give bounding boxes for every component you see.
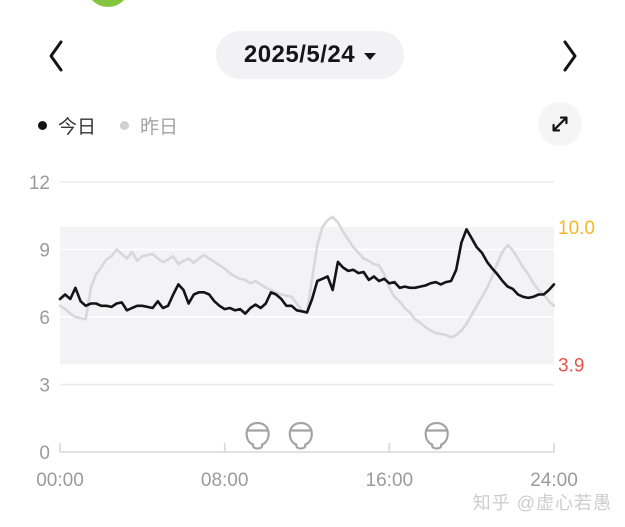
legend-label-yesterday: 昨日 <box>140 117 179 138</box>
watermark: 知乎 @虚心若愚 <box>472 493 612 513</box>
x-axis-label: 00:00 <box>36 470 84 491</box>
y-axis-label-0: 0 <box>39 443 50 464</box>
x-axis-label: 16:00 <box>366 470 414 491</box>
legend-dot-today <box>38 121 47 130</box>
expand-chart-button[interactable] <box>538 102 582 146</box>
meal-marker-icon[interactable] <box>245 421 270 450</box>
target-range-band <box>60 227 554 365</box>
legend-item-today[interactable]: 今日 <box>38 112 96 139</box>
y-axis-label-3: 3 <box>39 376 50 397</box>
next-day-button[interactable] <box>550 34 590 78</box>
chevron-right-icon <box>563 40 577 72</box>
y-axis-label-9: 9 <box>39 241 50 262</box>
upper-limit-label: 10.0 <box>558 218 595 239</box>
legend-item-yesterday[interactable]: 昨日 <box>120 112 178 139</box>
meal-marker-icon[interactable] <box>424 421 449 450</box>
legend-label-today: 今日 <box>58 117 97 138</box>
x-axis-label: 24:00 <box>530 470 578 491</box>
chevron-left-icon <box>49 40 63 72</box>
lower-limit-label: 3.9 <box>558 355 584 376</box>
y-axis-label-12: 12 <box>29 173 50 194</box>
previous-day-button[interactable] <box>36 34 76 78</box>
meal-marker-icon[interactable] <box>288 421 313 450</box>
green-avatar-arc <box>86 0 130 7</box>
y-axis-label-6: 6 <box>39 308 50 329</box>
series-line-today <box>58 228 556 315</box>
expand-icon <box>552 116 568 132</box>
date-label: 2025/5/24 <box>243 41 356 68</box>
legend-dot-yesterday <box>120 121 129 130</box>
x-axis-label: 08:00 <box>201 470 249 491</box>
date-selector[interactable]: 2025/5/24 <box>216 31 404 79</box>
caret-down-icon <box>364 53 377 60</box>
